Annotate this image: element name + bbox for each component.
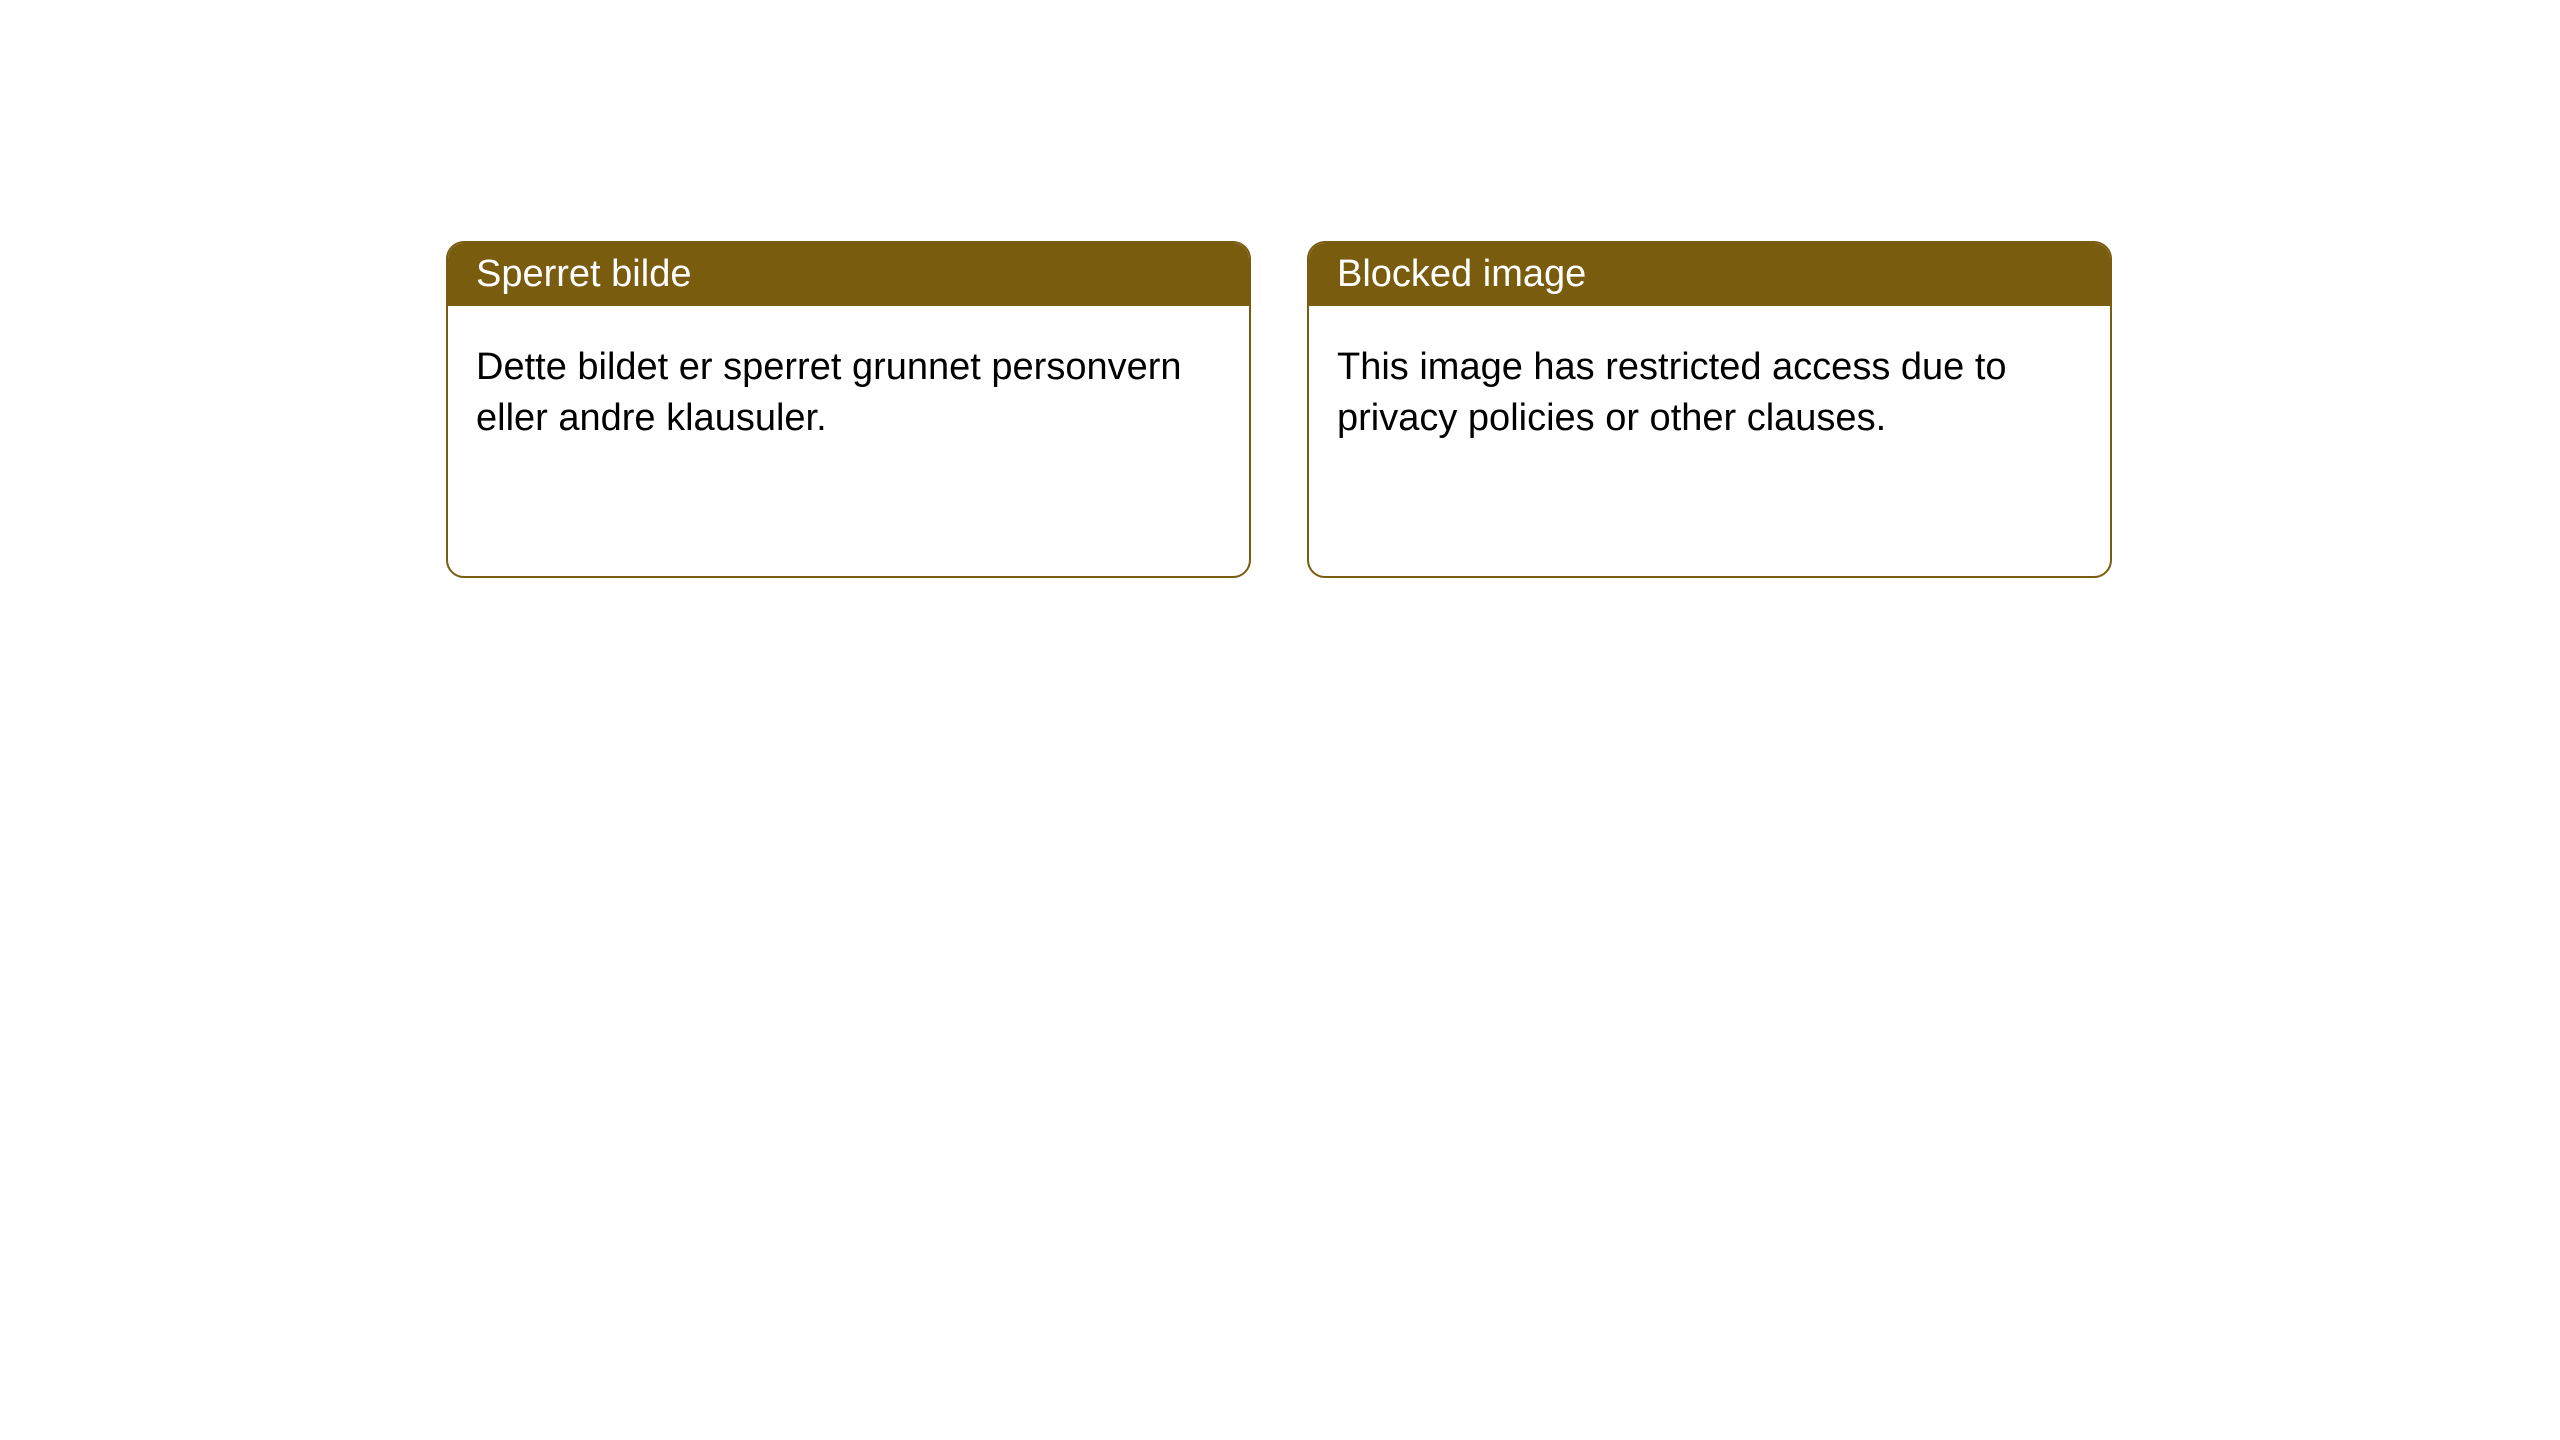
notice-card-english: Blocked image This image has restricted … [1307, 241, 2112, 578]
notice-title: Blocked image [1309, 243, 2110, 306]
notice-container: Sperret bilde Dette bildet er sperret gr… [0, 0, 2560, 578]
notice-body: Dette bildet er sperret grunnet personve… [448, 306, 1249, 481]
notice-title: Sperret bilde [448, 243, 1249, 306]
notice-card-norwegian: Sperret bilde Dette bildet er sperret gr… [446, 241, 1251, 578]
notice-body: This image has restricted access due to … [1309, 306, 2110, 481]
